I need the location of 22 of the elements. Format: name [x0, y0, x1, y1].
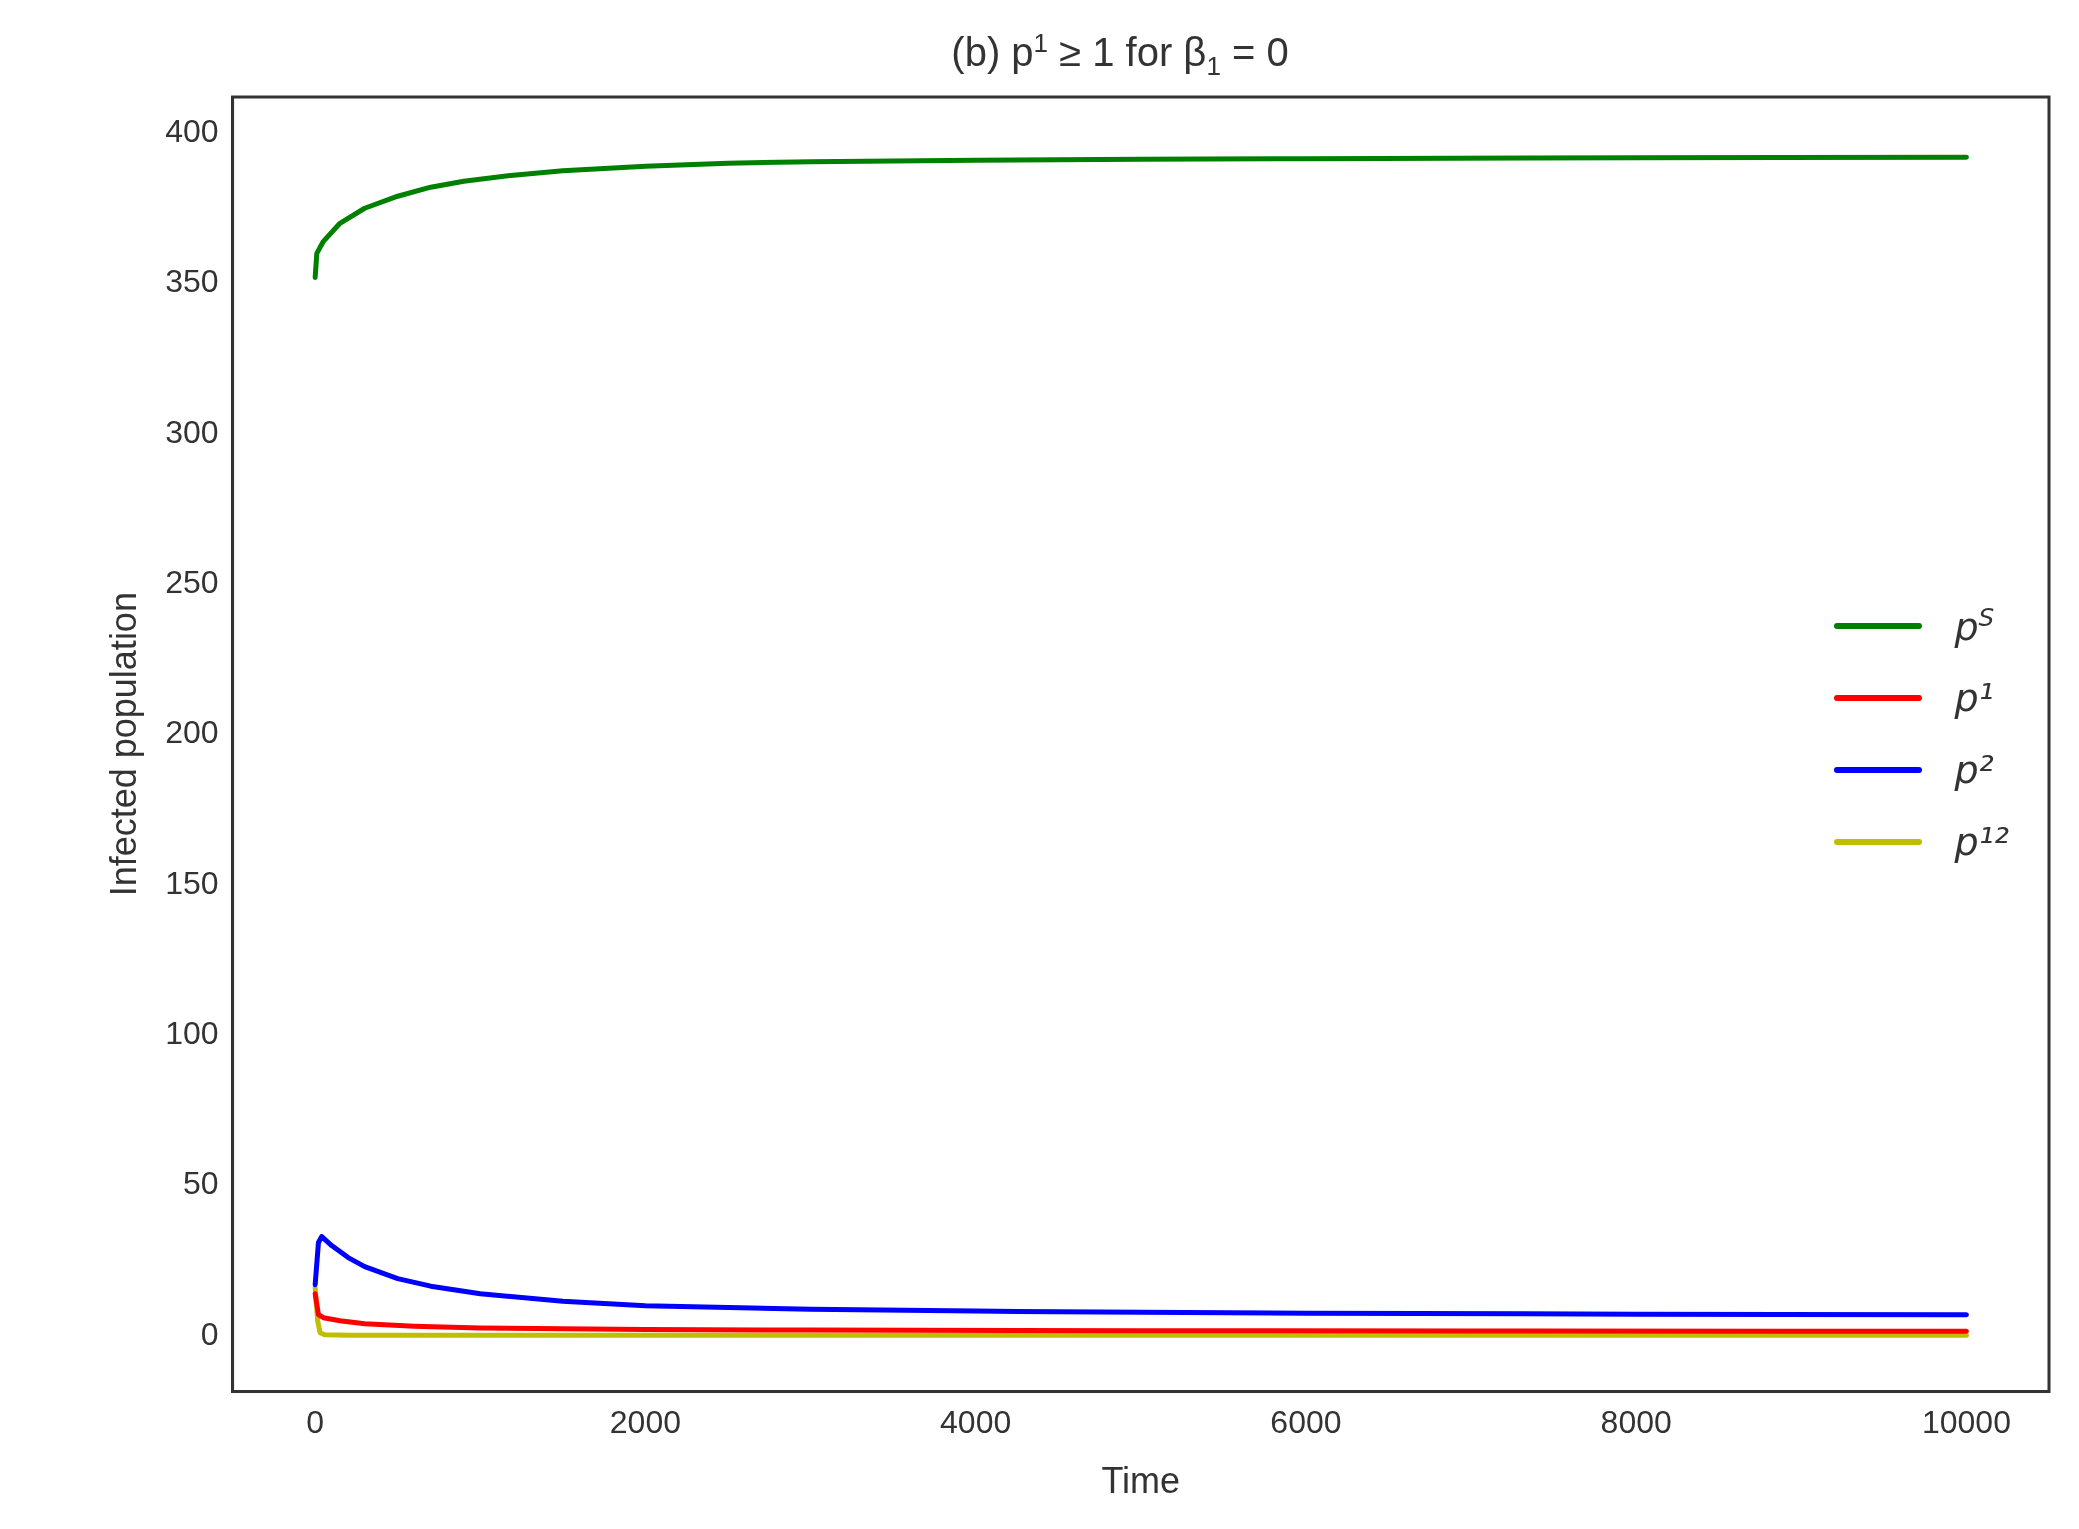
- y-tick-label: 0: [200, 1315, 219, 1352]
- y-tick-label: 50: [183, 1165, 219, 1202]
- x-tick-label: 6000: [1270, 1404, 1342, 1441]
- y-tick-label: 350: [165, 263, 219, 300]
- x-axis-title: Time: [1101, 1460, 1181, 1502]
- y-tick-label: 400: [165, 112, 219, 149]
- x-tick-label: 4000: [940, 1404, 1012, 1441]
- y-axis-title: Infected population: [102, 592, 144, 897]
- y-tick-label: 250: [165, 563, 219, 600]
- y-tick-label: 200: [165, 714, 219, 751]
- legend-label: p$^{S}$: [1954, 603, 1995, 649]
- y-tick-label: 150: [165, 864, 219, 901]
- y-tick-label: 300: [165, 413, 219, 450]
- legend-label: p¹²: [1954, 820, 2009, 864]
- x-tick-label: 10000: [1921, 1404, 2011, 1441]
- x-tick-label: 8000: [1600, 1404, 1672, 1441]
- chart-title: (b) p$^{1}$ ≥ 1 for β$_{1}$ = 0: [950, 28, 1290, 83]
- legend-label: p²: [1954, 748, 1994, 792]
- x-tick-label: 0: [306, 1404, 325, 1441]
- x-tick-label: 2000: [609, 1404, 681, 1441]
- legend-label: p¹: [1954, 676, 1994, 720]
- y-tick-label: 100: [165, 1014, 219, 1051]
